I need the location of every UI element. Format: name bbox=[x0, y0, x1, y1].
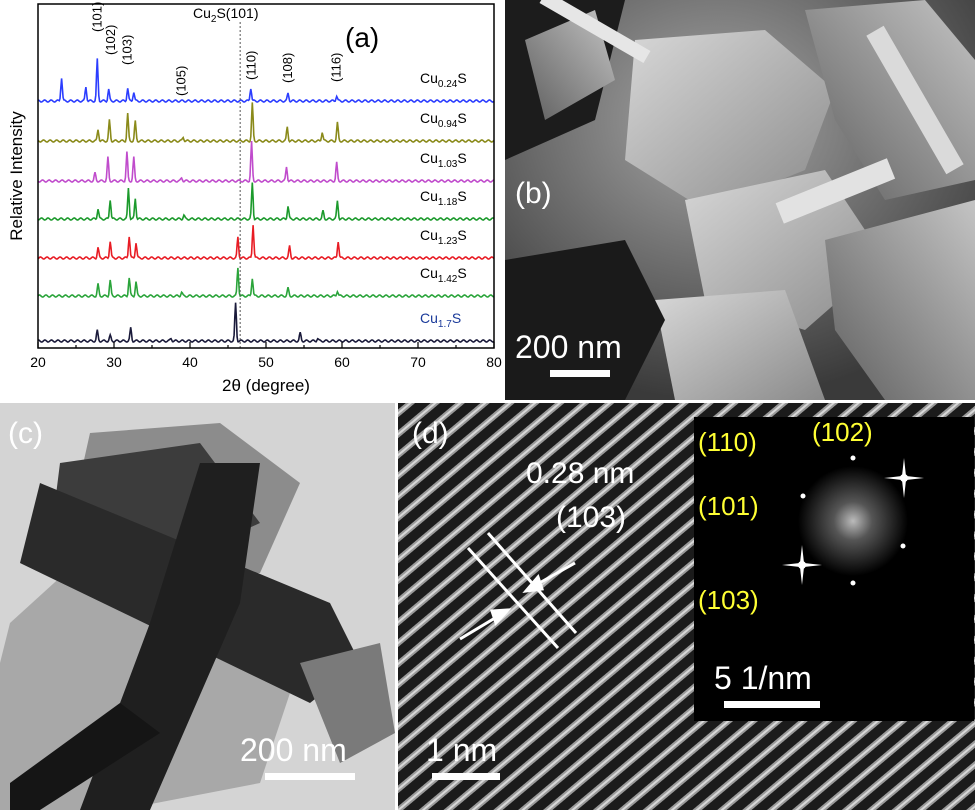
x-tick-label: 50 bbox=[258, 354, 274, 370]
x-tick-label: 80 bbox=[486, 354, 502, 370]
peak-label: (116) bbox=[329, 53, 344, 82]
x-tick-label: 40 bbox=[182, 354, 198, 370]
tem-image: (c) 200 nm bbox=[0, 403, 395, 810]
tem-panel: (c) 200 nm bbox=[0, 403, 395, 810]
peak-label: (108) bbox=[280, 53, 295, 83]
scale-bar-text-b: 200 nm bbox=[515, 329, 622, 365]
xrd-series-line bbox=[37, 225, 495, 260]
panel-label-a: (a) bbox=[345, 22, 379, 53]
hrtem-image: (110) (102) (101) (103) 5 1/nm 0.28 nm (… bbox=[398, 403, 975, 810]
series-legend-labels: Cu0.24S Cu0.94S Cu1.03S Cu1.18S Cu1.23S Cu1.4… bbox=[420, 70, 467, 330]
reference-label: Cu2S(101) bbox=[193, 5, 259, 25]
hrtem-panel: (110) (102) (101) (103) 5 1/nm 0.28 nm (… bbox=[398, 403, 975, 810]
x-tick-label: 30 bbox=[106, 354, 122, 370]
sem-image: (b) 200 nm bbox=[505, 0, 975, 400]
peak-label: (105) bbox=[174, 66, 189, 96]
fft-scale-text: 5 1/nm bbox=[714, 660, 812, 696]
fft-scale-bar bbox=[724, 701, 820, 708]
x-tick-label: 20 bbox=[30, 354, 46, 370]
peak-annotations: (101)(102) (103) (105) (110) (108) (116) bbox=[89, 2, 343, 96]
series-label: Cu0.24S bbox=[420, 70, 467, 90]
scale-bar-text-d: 1 nm bbox=[426, 732, 497, 768]
series-label: Cu0.94S bbox=[420, 110, 467, 130]
peak-label: (110) bbox=[244, 51, 259, 80]
d-spacing-text: 0.28 nm bbox=[526, 457, 634, 490]
xrd-series-line bbox=[37, 102, 495, 143]
x-axis-tick-labels: 20 30 40 50 60 70 80 bbox=[30, 354, 502, 370]
series-label: Cu1.42S bbox=[420, 265, 467, 285]
fft-label-101: (101) bbox=[698, 491, 759, 521]
fft-spots bbox=[782, 455, 924, 586]
peak-label: (101) bbox=[89, 2, 104, 32]
xrd-panel: 20 30 40 50 60 70 80 (101) (102) (103) (105) (110)… bbox=[0, 0, 505, 400]
peak-label: (103) bbox=[120, 35, 135, 65]
scale-bar-c bbox=[265, 773, 355, 780]
xrd-chart: 20 30 40 50 60 70 80 (101)(102) (103) (105) (110)… bbox=[7, 2, 502, 395]
series-label: Cu1.23S bbox=[420, 227, 467, 247]
sem-panel: (b) 200 nm bbox=[505, 0, 975, 400]
series-label: Cu1.03S bbox=[420, 150, 467, 170]
xrd-series-line bbox=[37, 58, 495, 103]
fft-label-110: (110) bbox=[698, 427, 757, 457]
series-label: Cu1.18S bbox=[420, 188, 467, 208]
x-axis-ticks bbox=[37, 342, 495, 348]
panel-label-d: (d) bbox=[412, 417, 449, 450]
scale-bar-b bbox=[550, 370, 610, 377]
fft-label-103: (103) bbox=[698, 585, 759, 615]
y-axis-label: Relative Intensity bbox=[7, 111, 26, 241]
panel-label-b: (b) bbox=[515, 177, 552, 210]
xrd-series-line bbox=[37, 267, 495, 298]
spacing-arrows bbox=[459, 561, 576, 641]
xrd-series-line bbox=[37, 140, 495, 183]
scale-bar-text-c: 200 nm bbox=[240, 732, 347, 768]
fft-label-102: (102) bbox=[812, 417, 873, 447]
x-tick-label: 60 bbox=[334, 354, 350, 370]
peak-label: (102) bbox=[103, 25, 118, 55]
scale-bar-d bbox=[432, 773, 500, 780]
panel-label-c: (c) bbox=[8, 417, 43, 450]
plane-index-text: (103) bbox=[556, 501, 626, 534]
x-axis-label: 2θ (degree) bbox=[222, 376, 310, 395]
x-tick-label: 70 bbox=[410, 354, 426, 370]
series-label: Cu1.7S bbox=[420, 310, 461, 330]
xrd-series-line bbox=[37, 182, 495, 221]
